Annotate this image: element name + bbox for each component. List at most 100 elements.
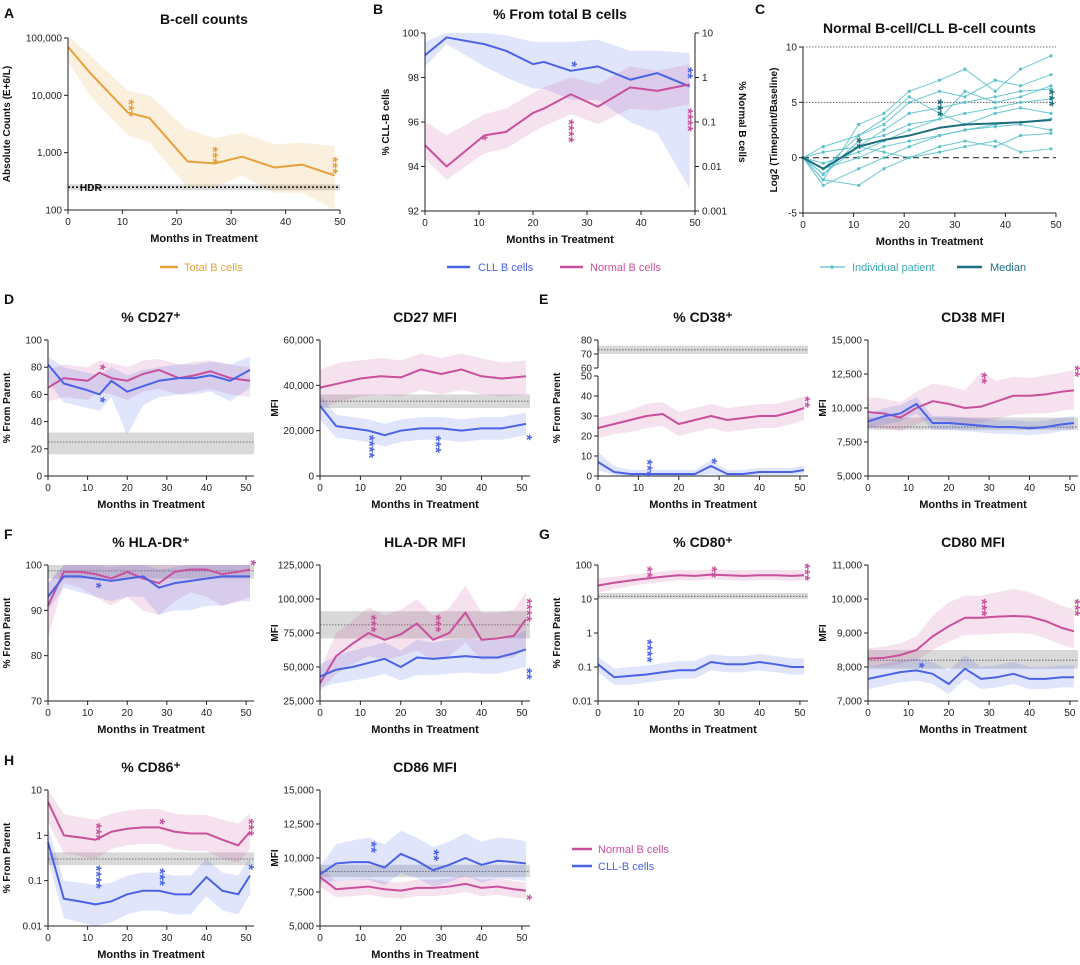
panel-title: Normal B-cell/CLL B-cell counts — [823, 20, 1036, 36]
x-tick-label: 40 — [1024, 483, 1036, 494]
panel-letter: C — [755, 1, 765, 17]
y-tick-label: 15,000 — [283, 786, 314, 797]
x-axis-label: Months in Treatment — [97, 949, 205, 961]
y-tick-label: 8,000 — [837, 663, 862, 674]
individual-patient-line — [802, 132, 1051, 186]
x-tick-label: 30 — [581, 218, 593, 229]
y-tick-label: 0.1 — [28, 876, 42, 887]
x-axis-label: Months in Treatment — [919, 724, 1027, 736]
x-tick-label: 40 — [635, 218, 647, 229]
individual-patient-point — [857, 156, 861, 160]
individual-patient-point — [963, 145, 967, 149]
significance-stars: ** — [638, 566, 655, 578]
x-tick-label: 50 — [516, 933, 528, 944]
panel-a: A B-cell counts HDR 0 10 20 30 40 50 100 1,000 10,0… — [2, 5, 346, 245]
y-tick-label: 60 — [31, 390, 43, 401]
y-tick-label: 92 — [408, 207, 420, 218]
panel-c: C Normal B-cell/CLL B-cell counts 0 10 20 30 4… — [755, 1, 1062, 248]
y-tick-label: 10,000 — [831, 595, 862, 606]
y-tick-label: 100 — [25, 336, 42, 347]
significance-annotation: ** — [425, 849, 442, 861]
series-band — [320, 830, 526, 887]
x-tick-label: 20 — [673, 483, 685, 494]
individual-patient-point — [1049, 111, 1053, 115]
x-tick-label: 20 — [122, 708, 134, 719]
individual-patient-point — [993, 111, 997, 115]
significance-stars: * — [703, 458, 720, 464]
x-axis-label: Months in Treatment — [649, 499, 757, 511]
series-line-normal-b-cells — [597, 573, 805, 587]
significance-stars: *** — [796, 563, 813, 581]
y-tick-label: 96 — [408, 118, 420, 129]
x-tick-label: 0 — [45, 933, 51, 944]
individual-patient-point — [907, 122, 911, 127]
y-tick-label: 80 — [581, 336, 593, 347]
panel-e1: E % CD38⁺ 60 70 80 0 10 20 30 40 50 0 10 20 30 40 50 Mont… — [539, 291, 813, 511]
legend-label-cll-b-2: CLL-B cells — [598, 861, 655, 873]
series-band — [425, 33, 690, 189]
panel-f2: HLA-DR MFI 0 10 20 30 40 50 25,000 50,000 75,000 1… — [270, 534, 535, 736]
y-tick-label: 10 — [581, 452, 593, 463]
individual-patient-point — [1049, 87, 1053, 91]
x-tick-label: 30 — [984, 483, 996, 494]
individual-patient-point — [882, 156, 886, 160]
individual-patient-point — [1018, 100, 1023, 104]
y-tick-label: 10 — [581, 595, 593, 606]
significance-annotation: * — [563, 61, 580, 67]
x-axis-label: Months in Treatment — [150, 233, 258, 245]
individual-patient-point — [907, 145, 911, 149]
individual-patient-point — [1018, 122, 1023, 127]
x-axis-label: Months in Treatment — [919, 499, 1027, 511]
y-tick-label: 0 — [36, 472, 42, 483]
significance-annotation: *** — [88, 823, 105, 841]
individual-patient-point — [882, 167, 886, 171]
individual-patient-point — [938, 145, 942, 149]
panel-d1: D % CD27⁺ 0 10 20 30 40 50 0 20 40 60 80 100 Months in… — [2, 291, 254, 511]
individual-patient-point — [882, 111, 886, 115]
panel-g1: G % CD80⁺ 0 10 20 30 40 50 0.01 0.1 1 10 100 Months i… — [539, 526, 813, 736]
x-axis-label: Months in Treatment — [876, 236, 984, 248]
x-tick-label: 30 — [949, 220, 961, 231]
significance-stars: *** — [973, 599, 990, 617]
individual-patient-point — [907, 156, 911, 160]
y-tick-label-right: 0.01 — [702, 162, 722, 173]
y-tick-label: 1,000 — [37, 148, 62, 159]
series-line-normal-b-cells — [319, 876, 527, 892]
panel-h2: CD86 MFI 0 10 20 30 40 50 5,000 7,500 10,000 12,50… — [270, 759, 535, 961]
individual-patient-point — [938, 150, 942, 154]
significance-annotation: ** — [518, 668, 535, 680]
significance-annotation: * — [518, 895, 535, 901]
x-tick-label: 50 — [1064, 483, 1076, 494]
y-tick-label: 1 — [586, 629, 592, 640]
y-tick-label: 20 — [31, 444, 43, 455]
y-tick-label: 80 — [31, 363, 43, 374]
x-tick-label: 10 — [903, 483, 915, 494]
y-axis-label: % CLL-B cells — [381, 88, 392, 155]
x-tick-label: 10 — [848, 220, 860, 231]
panel-d2: CD27 MFI 0 10 20 30 40 50 0 20,000 40,000 60,000 Mo… — [270, 309, 535, 511]
significance-stars: ** — [973, 372, 990, 384]
significance-annotation: ** — [973, 372, 990, 384]
x-tick-label: 10 — [355, 483, 367, 494]
y-tick-label: 50 — [581, 372, 593, 383]
x-tick-label: 30 — [436, 933, 448, 944]
y-tick-label: 70 — [581, 350, 593, 361]
individual-patient-point — [1018, 67, 1023, 71]
series-line-normal-b-cells — [867, 389, 1075, 419]
y-axis-label: % From Parent — [552, 372, 563, 443]
significance-stars: ** — [679, 67, 696, 79]
series-band — [68, 35, 335, 211]
series-line-cll-b-cells — [319, 405, 527, 437]
y-axis-label: Absolute Counts (E+6/L) — [2, 66, 13, 182]
y-tick-label: 5,000 — [837, 472, 862, 483]
x-tick-label: 50 — [241, 483, 253, 494]
individual-patient-point — [963, 128, 967, 132]
y-tick-label: 0.01 — [573, 697, 593, 708]
y-tick-label: 0 — [586, 472, 592, 483]
y-tick-label: 100 — [45, 206, 62, 217]
series-line-normal-b-cells — [319, 611, 527, 684]
individual-patient-point — [857, 183, 861, 187]
series-band — [598, 452, 804, 476]
y-tick-label: 98 — [408, 73, 420, 84]
y-tick-label: 100 — [402, 29, 419, 40]
